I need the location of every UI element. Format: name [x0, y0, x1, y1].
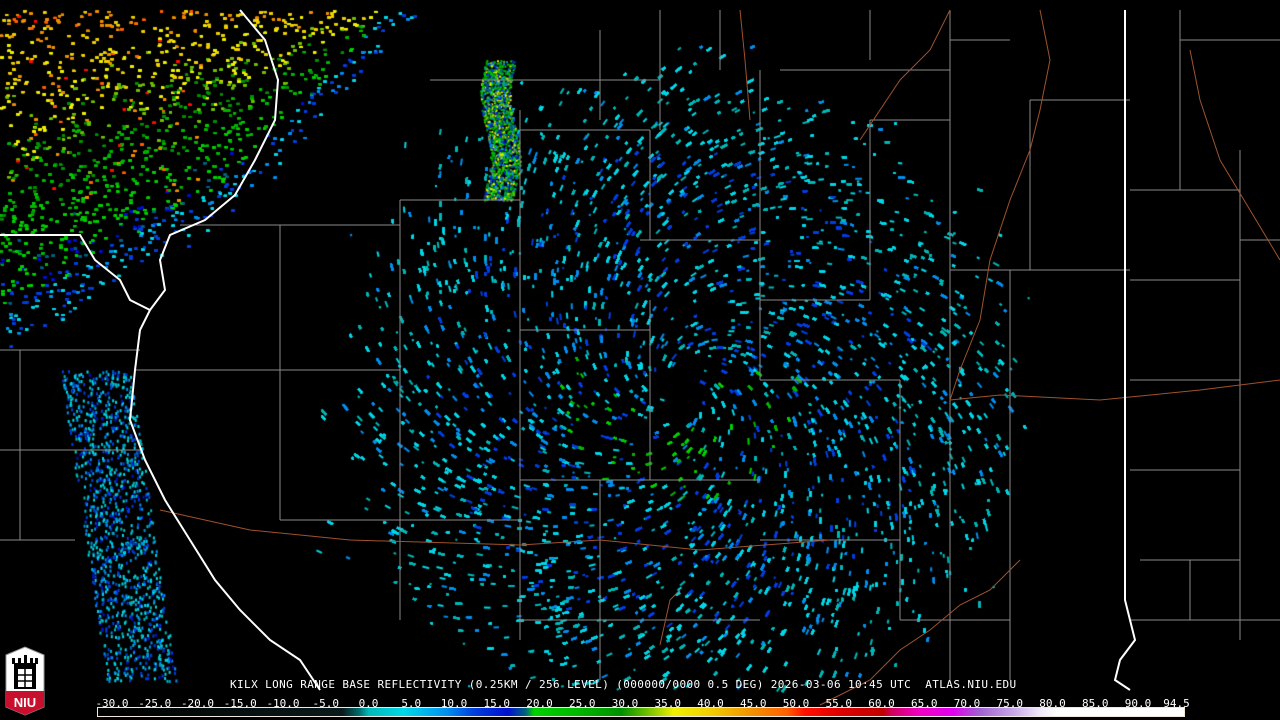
colorbar-tick-label: 20.0 [526, 697, 553, 710]
state-borders [0, 9, 1137, 691]
rivers [159, 9, 1280, 706]
colorbar-tick-label: -25.0 [138, 697, 172, 710]
county-lines [0, 10, 1280, 680]
colorbar-tick-label: 94.5 [1163, 697, 1190, 710]
colorbar-tick-label: 10.0 [440, 697, 468, 710]
niu-huskie-tower-logo: NIU [5, 646, 45, 716]
colorbar-tick-label: -20.0 [180, 697, 215, 710]
logo-text: NIU [14, 695, 36, 710]
colorbar-tick-label: 55.0 [825, 697, 853, 710]
colorbar-tick-label: -30.0 [95, 697, 129, 710]
colorbar-tick-label: 40.0 [697, 697, 724, 710]
colorbar-tick-label: 45.0 [740, 697, 767, 710]
colorbar-tick-label: 5.0 [401, 697, 422, 710]
colorbar-tick-label: 70.0 [953, 697, 981, 710]
colorbar-tick-label: 15.0 [483, 697, 511, 710]
product-title: KILX LONG RANGE BASE REFLECTIVITY (0.25K… [230, 678, 1017, 691]
colorbar-tick-label: 60.0 [868, 697, 895, 710]
colorbar-tick-label: 85.0 [1082, 697, 1109, 710]
colorbar-tick-label: 90.0 [1124, 697, 1152, 710]
colorbar-tick-label: 25.0 [569, 697, 596, 710]
colorbar-tick-label: 30.0 [611, 697, 639, 710]
colorbar-tick-label: 50.0 [782, 697, 810, 710]
reflectivity-colorbar [97, 707, 1185, 717]
colorbar-tick-label: -15.0 [223, 697, 257, 710]
colorbar-tick-label: 75.0 [996, 697, 1024, 710]
colorbar-tick-label: 0.0 [358, 697, 379, 710]
colorbar-tick-label: -5.0 [312, 697, 340, 710]
colorbar-tick-label: 35.0 [654, 697, 682, 710]
colorbar-tick-label: 80.0 [1039, 697, 1066, 710]
colorbar-tick-label: -10.0 [266, 697, 300, 710]
colorbar-labels: -30.0 -25.0 -20.0 -15.0 -10.0 -5.0 0.0 5.0 10.0 1… [0, 697, 1280, 710]
colorbar-tick-label: 65.0 [911, 697, 938, 710]
